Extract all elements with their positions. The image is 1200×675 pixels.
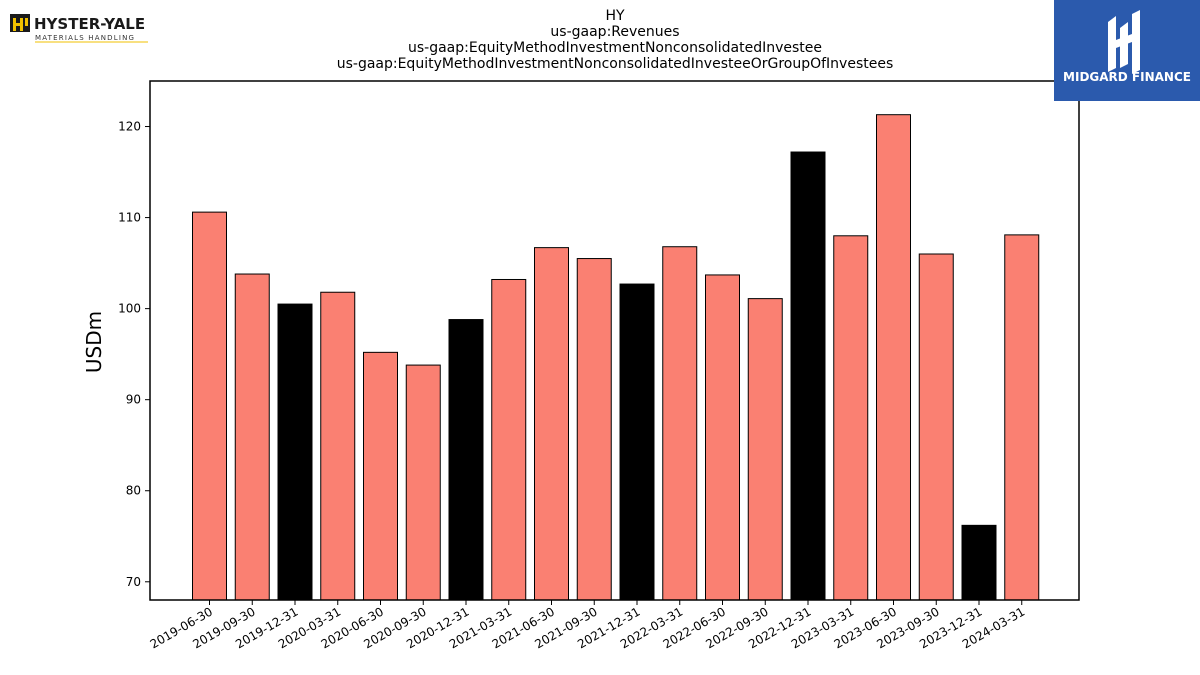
y-axis-ticks: 70 80 90 100 110 120	[118, 120, 150, 589]
bar-2023-03-31	[833, 235, 869, 601]
y-tick-label: 70	[126, 575, 141, 589]
chart-title-line-1: HY	[605, 8, 625, 24]
hy-emblem-icon	[10, 14, 30, 32]
bar-2022-09-30	[747, 298, 783, 601]
bar-2019-12-31	[277, 303, 313, 601]
bar-2023-09-30	[918, 253, 954, 601]
bar-2020-03-31	[320, 291, 356, 601]
y-tick-label: 120	[118, 120, 141, 134]
hyster-yale-subtitle: MATERIALS HANDLING	[35, 34, 135, 42]
bar-2021-06-30	[534, 247, 569, 601]
chart-title-line-4: us-gaap:EquityMethodInvestmentNonconsoli…	[337, 56, 894, 72]
bar-2020-06-30	[363, 351, 398, 601]
y-tick-label: 90	[126, 393, 141, 407]
bar-2021-03-31	[491, 278, 527, 601]
bar-2023-12-31	[961, 524, 997, 601]
y-tick-label: 80	[126, 484, 141, 498]
bar-2019-09-30	[234, 273, 270, 601]
midgard-emblem-icon	[1108, 10, 1140, 74]
bar-2020-09-30	[405, 364, 441, 601]
y-axis-label: USDm	[82, 311, 106, 373]
chart-title-line-2: us-gaap:Revenues	[550, 24, 679, 40]
midgard-finance-logo: MIDGARD FINANCE	[1054, 0, 1200, 101]
bar-2021-09-30	[576, 258, 612, 601]
bar-2023-06-30	[876, 114, 911, 601]
chart-title: HY us-gaap:Revenues us-gaap:EquityMethod…	[337, 8, 894, 72]
plot-area-frame	[149, 80, 1080, 601]
bar-2022-03-31	[662, 246, 698, 601]
hyster-yale-logo: HYSTER-YALE MATERIALS HANDLING	[10, 14, 148, 43]
y-tick-label: 110	[118, 211, 141, 225]
bar-2022-06-30	[705, 274, 740, 601]
bar-2022-12-31	[790, 151, 826, 601]
bars	[192, 114, 1040, 601]
bar-2020-12-31	[448, 319, 484, 601]
midgard-brand: MIDGARD FINANCE	[1063, 70, 1191, 84]
bar-2024-03-31	[1004, 234, 1040, 601]
bar-2019-06-30	[192, 211, 227, 601]
chart-title-line-3: us-gaap:EquityMethodInvestmentNonconsoli…	[408, 40, 822, 56]
hyster-yale-brand: HYSTER-YALE	[34, 15, 145, 33]
y-tick-label: 100	[118, 302, 141, 316]
bar-2021-12-31	[619, 283, 655, 601]
x-axis-ticks: 2019-06-302019-09-302019-12-312020-03-31…	[148, 600, 1027, 651]
